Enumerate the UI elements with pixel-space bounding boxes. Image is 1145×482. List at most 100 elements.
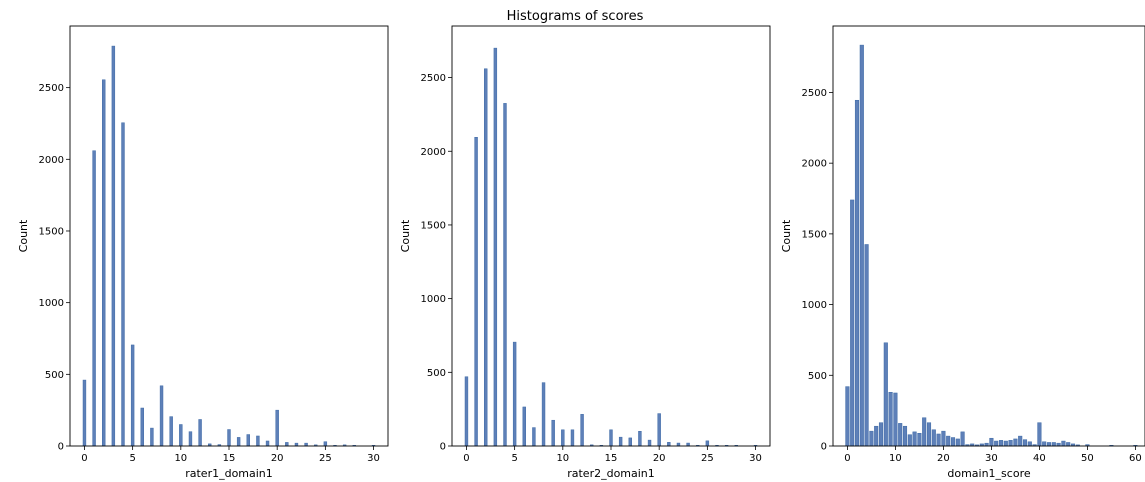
y-tick-label: 500	[427, 368, 446, 379]
histogram-bar	[140, 407, 144, 447]
histogram-bar	[994, 440, 999, 447]
histogram-bar	[323, 441, 328, 447]
histogram-bar	[922, 417, 927, 447]
x-tick-label: 25	[319, 453, 332, 464]
histogram-bar	[912, 431, 917, 447]
y-tick-label: 500	[45, 370, 64, 381]
x-tick-label: 0	[463, 453, 469, 464]
histogram-bar	[850, 199, 855, 447]
y-tick-label: 1000	[802, 300, 827, 311]
histogram-bar	[1037, 422, 1042, 447]
histogram-bar	[130, 344, 135, 447]
y-tick-label: 0	[440, 442, 446, 453]
histogram-bar	[955, 438, 960, 447]
histogram-bar	[1051, 442, 1056, 447]
histogram-bar	[493, 47, 498, 447]
x-tick-label: 20	[271, 453, 284, 464]
y-tick-label: 2000	[39, 155, 64, 166]
bars-group	[82, 45, 376, 447]
histogram-panel-2: 0 5 10 15 20 25 30 0 500 1000 1500 2000 2500 rater2_d…	[399, 25, 771, 480]
y-tick-label: 2500	[421, 73, 446, 84]
histogram-bar	[859, 44, 864, 447]
histogram-bar	[950, 437, 956, 447]
bars-group	[845, 44, 1138, 447]
histogram-bar	[638, 431, 642, 447]
histogram-bar	[869, 430, 874, 447]
y-tick-label: 2000	[421, 147, 446, 158]
histogram-bar	[1061, 440, 1066, 447]
histogram-bar	[941, 430, 946, 447]
histogram-bar	[474, 137, 478, 447]
y-tick-label: 1000	[421, 294, 446, 305]
histogram-bar	[265, 440, 270, 447]
histogram-bar	[1046, 442, 1052, 447]
x-tick-label: 30	[749, 453, 762, 464]
histogram-bar	[1022, 439, 1028, 447]
y-tick-label: 1000	[39, 298, 64, 309]
histogram-bar	[541, 382, 546, 447]
histogram-bar	[188, 431, 193, 447]
histogram-bar	[609, 429, 613, 447]
histogram-bar	[898, 423, 903, 447]
x-tick-label: 5	[129, 453, 135, 464]
histogram-bar	[1018, 435, 1023, 447]
histogram-bar	[628, 437, 632, 447]
histogram-bar	[893, 392, 898, 447]
histogram-bar	[102, 79, 106, 447]
x-tick-label: 20	[937, 453, 950, 464]
histogram-bar	[989, 437, 994, 447]
x-tick-label: 5	[511, 453, 517, 464]
histogram-bar	[551, 419, 555, 447]
histogram-bar	[198, 419, 202, 447]
x-tick-label: 50	[1081, 453, 1094, 464]
x-tick-label: 15	[605, 453, 618, 464]
x-tick-label: 10	[556, 453, 569, 464]
histogram-bar	[1008, 440, 1013, 447]
histogram-bar	[150, 427, 154, 447]
y-tick-label: 0	[58, 442, 64, 453]
y-tick-label: 2500	[39, 83, 64, 94]
x-tick-label: 60	[1129, 453, 1142, 464]
y-axis-label: Count	[399, 219, 412, 252]
x-tick-label: 10	[174, 453, 187, 464]
histogram-bar	[246, 434, 250, 447]
histogram-bar	[705, 440, 710, 447]
axes-frame	[832, 25, 1145, 447]
histogram-bar	[960, 431, 965, 447]
histogram-bar	[657, 413, 661, 447]
histogram-bar	[580, 414, 584, 447]
y-axis-label: Count	[780, 219, 793, 252]
histogram-bar	[92, 150, 96, 447]
x-tick-label: 30	[985, 453, 998, 464]
x-tick-label: 15	[223, 453, 236, 464]
histogram-bar	[1003, 440, 1008, 447]
axes-frame	[69, 25, 389, 447]
x-tick-label: 0	[81, 453, 87, 464]
histogram-bar	[464, 376, 469, 447]
histogram-bar	[926, 422, 932, 447]
histogram-bar	[647, 439, 652, 447]
histogram-bar	[256, 435, 260, 447]
y-tick-label: 1500	[421, 220, 446, 231]
x-axis-label: domain1_score	[947, 467, 1030, 480]
histogram-bar	[512, 341, 517, 447]
histogram-bar	[946, 435, 951, 447]
x-tick-label: 30	[367, 453, 380, 464]
histogram-bar	[883, 342, 888, 447]
x-tick-label: 20	[653, 453, 666, 464]
x-axis-label: rater1_domain1	[185, 467, 273, 480]
x-tick-label: 25	[701, 453, 714, 464]
y-tick-label: 1500	[39, 226, 64, 237]
histogram-bar	[236, 437, 241, 447]
histogram-bar	[522, 406, 526, 447]
axes-frame	[451, 25, 771, 447]
histogram-bar	[532, 427, 536, 447]
x-tick-label: 0	[844, 453, 850, 464]
figure-title: Histograms of scores	[507, 9, 644, 24]
y-tick-label: 0	[821, 442, 827, 453]
y-tick-label: 2500	[802, 88, 827, 99]
y-tick-label: 1500	[802, 229, 827, 240]
histogram-bar	[936, 433, 941, 447]
histogram-bar	[503, 103, 507, 447]
x-tick-label: 10	[889, 453, 902, 464]
